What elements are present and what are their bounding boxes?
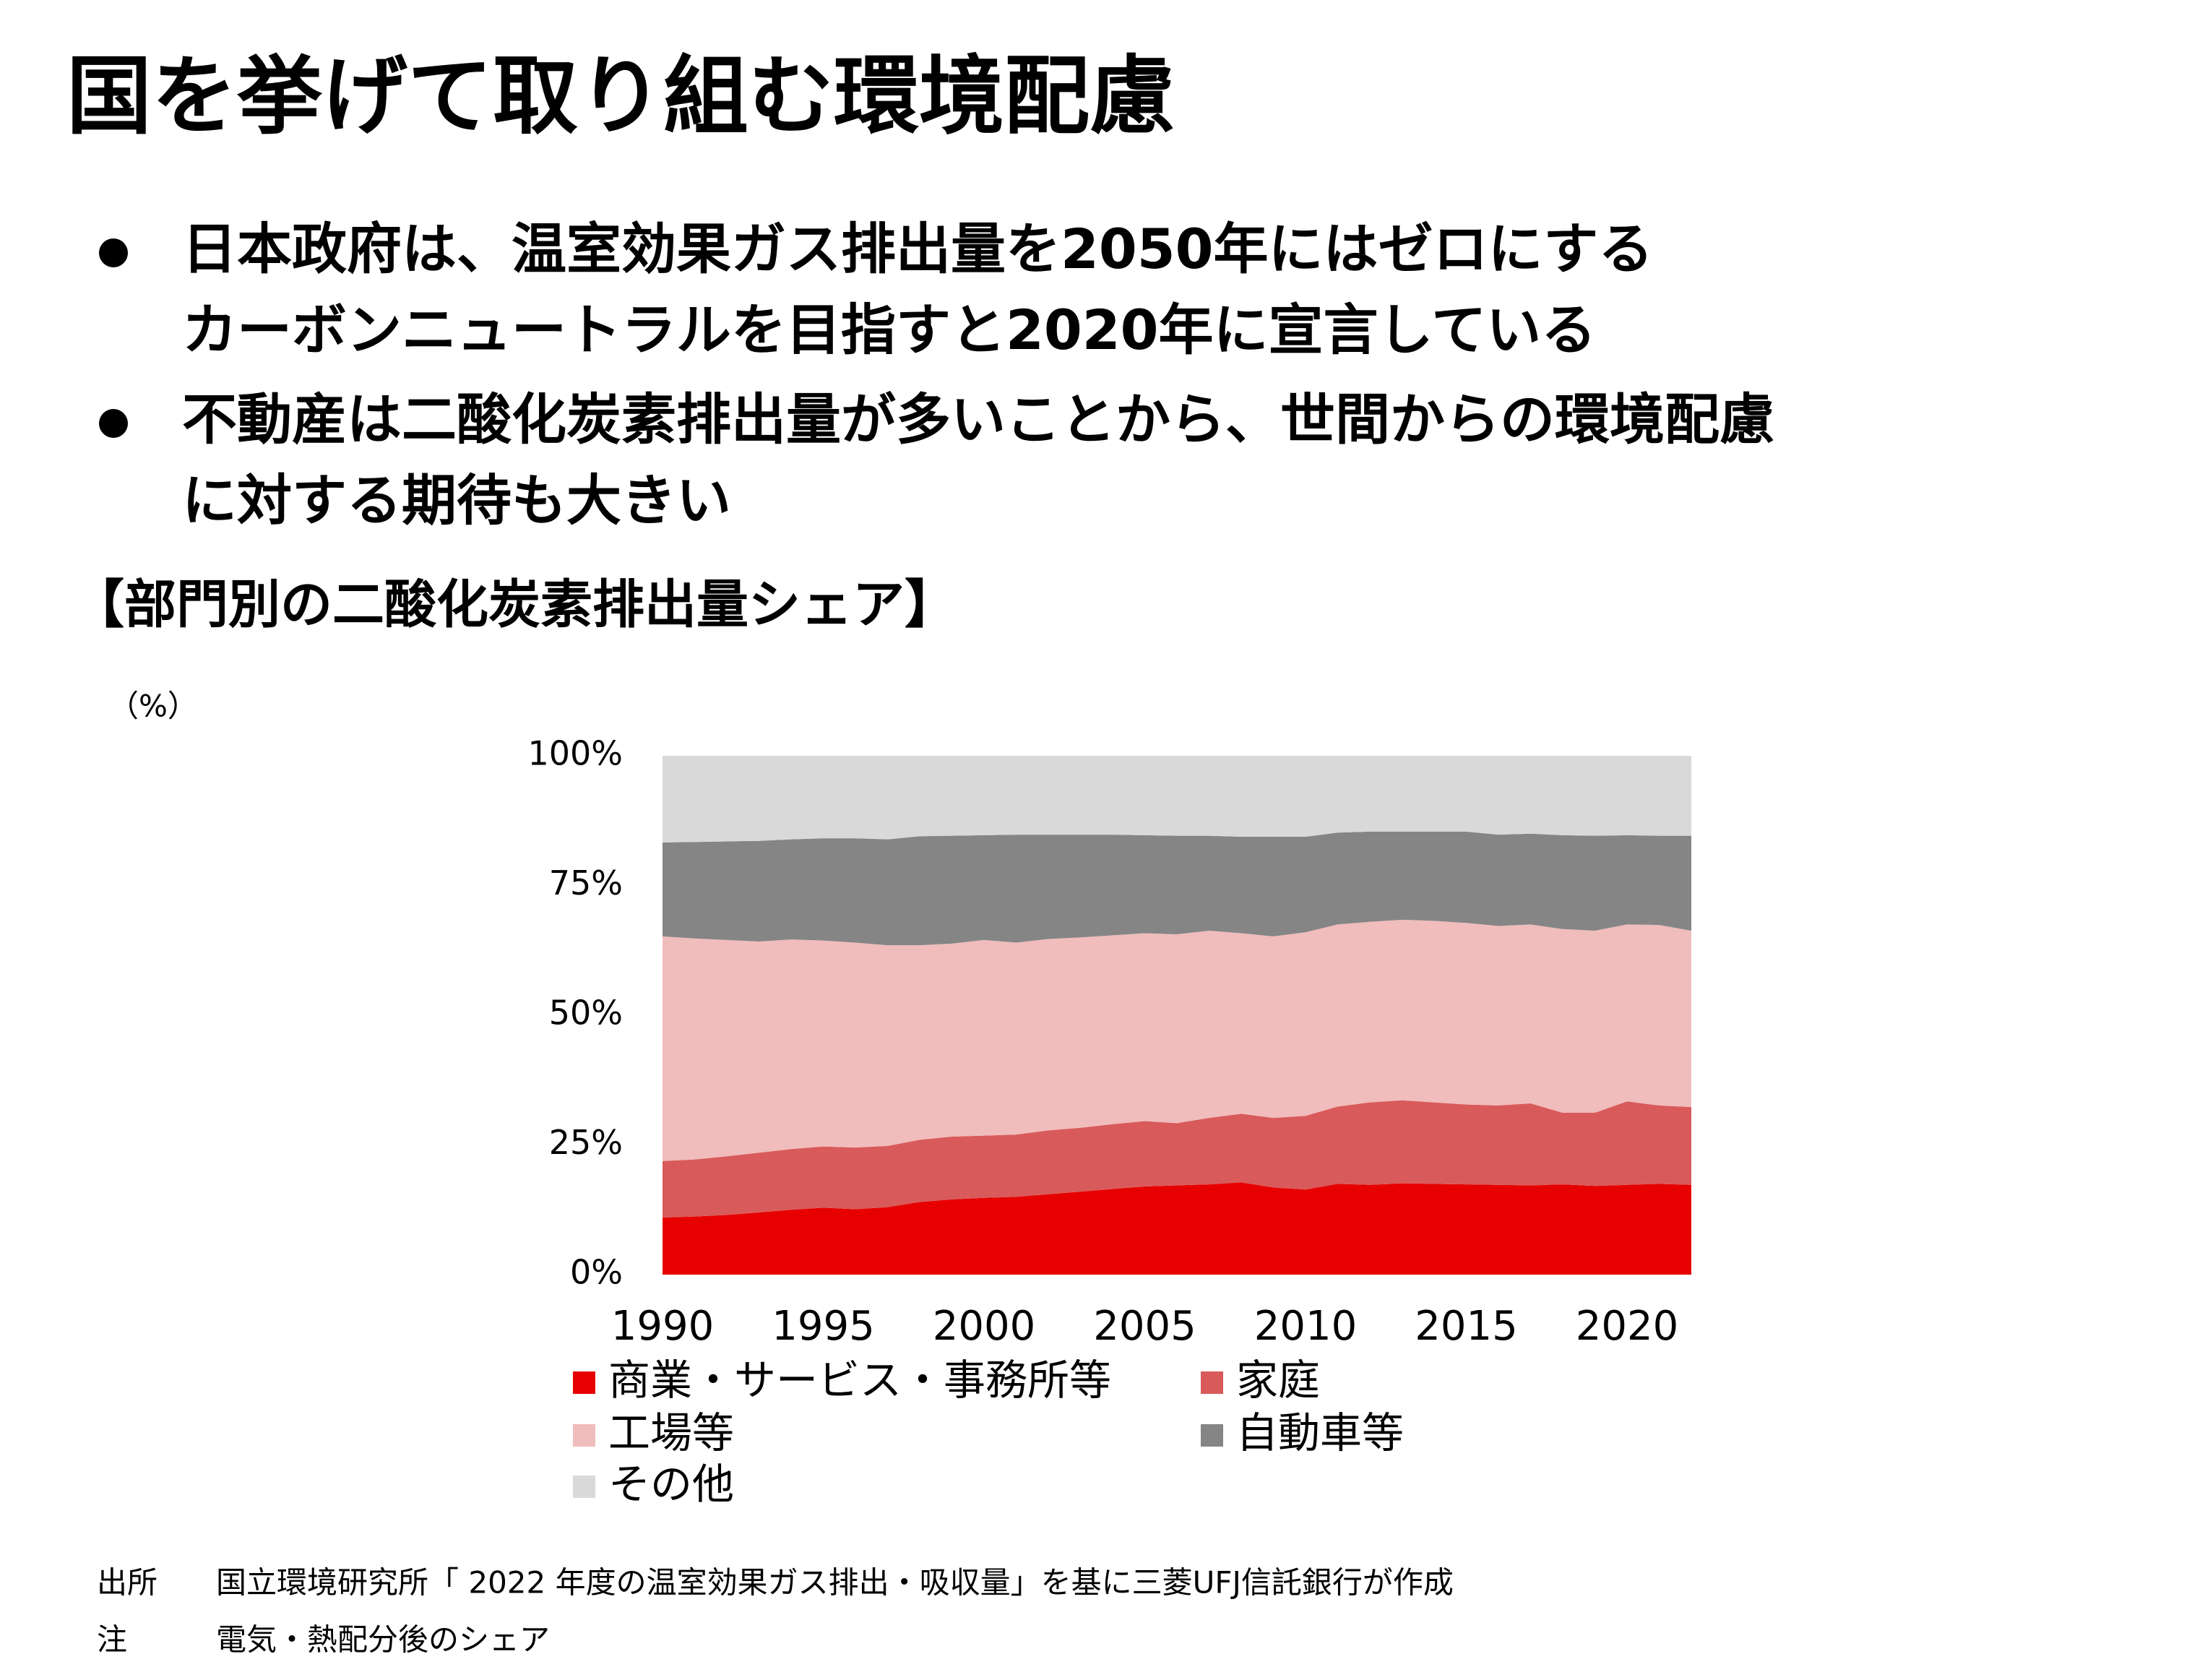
- chart-title: 【部門別の二酸化炭素排出量シェア】: [72, 574, 957, 635]
- legend-swatch: [573, 1371, 595, 1394]
- legend-label: 家庭: [1236, 1356, 1320, 1405]
- x-tick-label: 2010: [1254, 1303, 1358, 1350]
- note-text: 国立環境研究所「 2022 年度の温室効果ガス排出・吸収量」を基に三菱UFJ信託…: [216, 1565, 1454, 1601]
- legend-swatch: [1201, 1371, 1223, 1394]
- note-label: 出所: [97, 1565, 158, 1601]
- x-tick-label: 2015: [1415, 1303, 1518, 1350]
- area: [663, 831, 1691, 946]
- bullet-text: に対する期待も大きい: [182, 468, 731, 533]
- legend-label: 工場等: [608, 1408, 734, 1457]
- y-tick-label: 50%: [549, 994, 623, 1033]
- legend-swatch: [573, 1476, 595, 1498]
- y-tick-label: 75%: [549, 863, 623, 903]
- y-axis-unit: （%）: [108, 689, 198, 724]
- legend-label: その他: [608, 1460, 734, 1509]
- x-tick-label: 2000: [933, 1303, 1036, 1350]
- legend-label: 商業・サービス・事務所等: [608, 1356, 1111, 1405]
- y-tick-label: 0%: [570, 1253, 623, 1292]
- legend-label: 自動車等: [1236, 1408, 1404, 1457]
- note-text: 電気・熱配分後のシェア: [216, 1622, 550, 1658]
- area: [663, 1100, 1691, 1218]
- bullet-dot: [99, 238, 128, 267]
- page-title: 国を挙げて取り組む環境配慮: [66, 46, 1175, 146]
- x-tick-label: 1990: [611, 1303, 715, 1350]
- area: [663, 756, 1691, 843]
- bullet-text: カーボンニュートラルを目指すと2020年に宣言している: [182, 298, 1596, 362]
- legend-swatch: [573, 1424, 595, 1447]
- bullet-text: 日本政府は、温室効果ガス排出量を2050年にはゼロにする: [182, 217, 1653, 281]
- y-tick-label: 100%: [527, 734, 623, 773]
- area: [663, 919, 1691, 1161]
- x-tick-label: 2005: [1093, 1303, 1196, 1350]
- note-label: 注: [97, 1622, 127, 1658]
- x-tick-label: 1995: [772, 1303, 875, 1350]
- bullet-text: 不動産は二酸化炭素排出量が多いことから、世間からの環境配慮: [182, 387, 1774, 452]
- area: [663, 1182, 1691, 1275]
- y-tick-label: 25%: [549, 1123, 623, 1162]
- bullet-dot: [99, 409, 128, 438]
- x-tick-label: 2020: [1576, 1303, 1679, 1350]
- legend-swatch: [1201, 1424, 1223, 1447]
